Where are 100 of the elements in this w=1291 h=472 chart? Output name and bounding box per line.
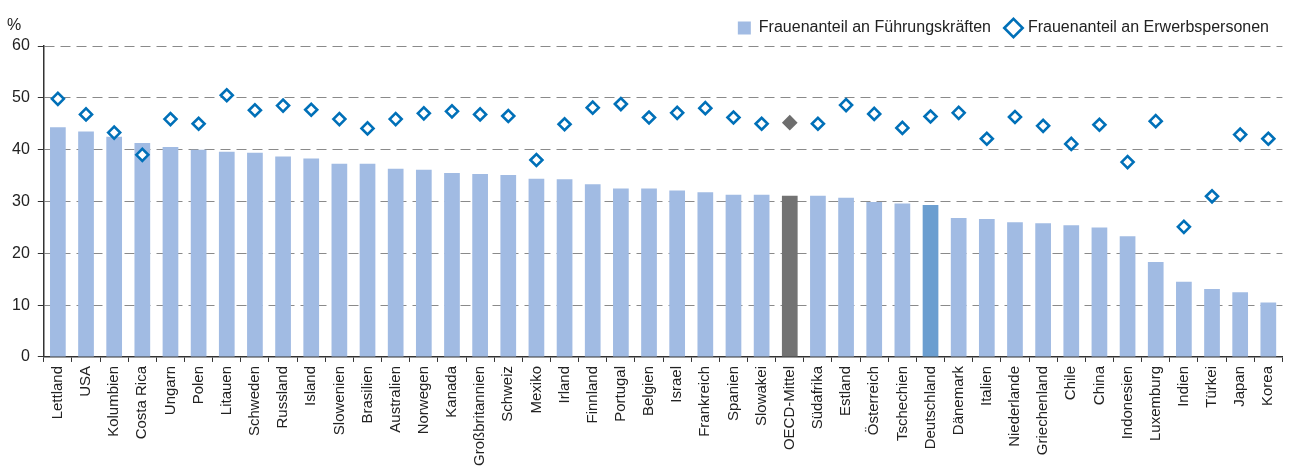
bar [1176,281,1192,357]
bar [1204,289,1220,357]
bar [500,175,517,357]
legend-label: Frauenanteil an Erwerbspersonen [1027,18,1269,36]
x-tick-label: Schweiz [498,365,516,422]
x-tick-label: Spanien [723,365,741,422]
point [895,120,910,136]
bar [781,195,798,357]
x-tick-label: Costa Rica [132,365,150,440]
x-tick-label: China [1089,365,1107,406]
x-tick-label: Schweden [245,365,263,437]
point [388,111,403,127]
x-tick-label: Irland [554,365,572,404]
bar [415,169,432,357]
x-tick-label: Lettland [48,365,66,420]
bar [584,184,601,357]
x-tick-label: Chile [1061,365,1079,401]
bar [1260,302,1277,357]
bar [950,218,967,357]
point [782,115,798,130]
bar [472,174,488,357]
x-tick-label: Niederlande [1005,365,1023,447]
x-tick-label: Österreich [864,365,882,436]
point [219,87,235,103]
bar [134,142,151,357]
bar [866,201,883,357]
x-tick-label: USA [76,365,94,397]
y-tick-label: 10 [12,295,30,313]
bar [190,149,207,357]
bar [331,163,348,357]
point [247,102,263,118]
x-tick-label: Estland [836,365,854,416]
bar [894,203,911,357]
point [951,105,966,121]
point [163,111,178,127]
point [585,100,601,115]
bar [1232,292,1249,357]
point [1007,109,1023,125]
point [923,109,938,124]
x-tick-label: Ungarn [160,365,178,416]
bar [1035,223,1051,357]
legend-label: Frauenanteil an Führungskräften [758,18,991,36]
x-tick-label: Litauen [216,365,234,416]
bar [641,188,657,357]
x-tick-label: Island [301,365,319,406]
point [669,105,685,121]
x-tick-label: Griechenland [1033,365,1051,456]
point [303,102,319,118]
x-tick-label: Großbritannien [470,365,488,467]
x-tick-label: Luxemburg [1145,365,1163,441]
bar [697,192,714,357]
bar [218,151,235,357]
point [838,97,854,113]
y-tick-label: 50 [12,88,30,106]
y-tick-label: 60 [12,36,30,54]
bar [528,178,545,357]
point [1035,118,1051,134]
bar [810,195,826,357]
x-tick-label: Russland [273,365,291,429]
point [613,96,629,112]
x-tick-label: Norwegen [413,365,431,435]
point [641,110,657,125]
point [1204,188,1220,204]
x-tick-label: Israel [667,365,685,403]
x-tick-label: Polen [188,365,206,405]
x-tick-label: Brasilien [357,365,375,424]
bar [1007,222,1023,357]
point [1092,117,1107,133]
bar [556,179,573,357]
x-tick-label: Indien [1174,365,1192,407]
point [1063,136,1079,152]
point [416,106,432,121]
x-tick-label: Portugal [611,365,629,422]
bar [725,194,742,357]
point [500,108,516,124]
x-tick-label: Australien [385,365,403,433]
bar [50,127,66,357]
point [1232,127,1248,142]
bar [922,205,939,357]
bar [106,136,123,357]
bar [303,158,320,357]
bar [1119,236,1136,357]
point [1261,131,1276,147]
bar [444,172,460,357]
point [529,152,544,168]
point [191,116,206,132]
bar [753,194,770,357]
point [444,104,460,119]
x-tick-label: Kanada [442,365,460,418]
x-tick-label: Korea [1258,365,1276,406]
x-tick-label: Deutschland [920,365,938,450]
bar [838,197,854,357]
point [557,116,572,132]
point [78,107,94,122]
x-tick-label: OECD-Mittel [779,365,797,451]
x-tick-label: Dänemark [948,365,966,436]
point [979,131,995,147]
y-tick-label: 0 [20,347,30,365]
x-tick-label: Japan [1230,365,1248,407]
bar [613,188,629,357]
